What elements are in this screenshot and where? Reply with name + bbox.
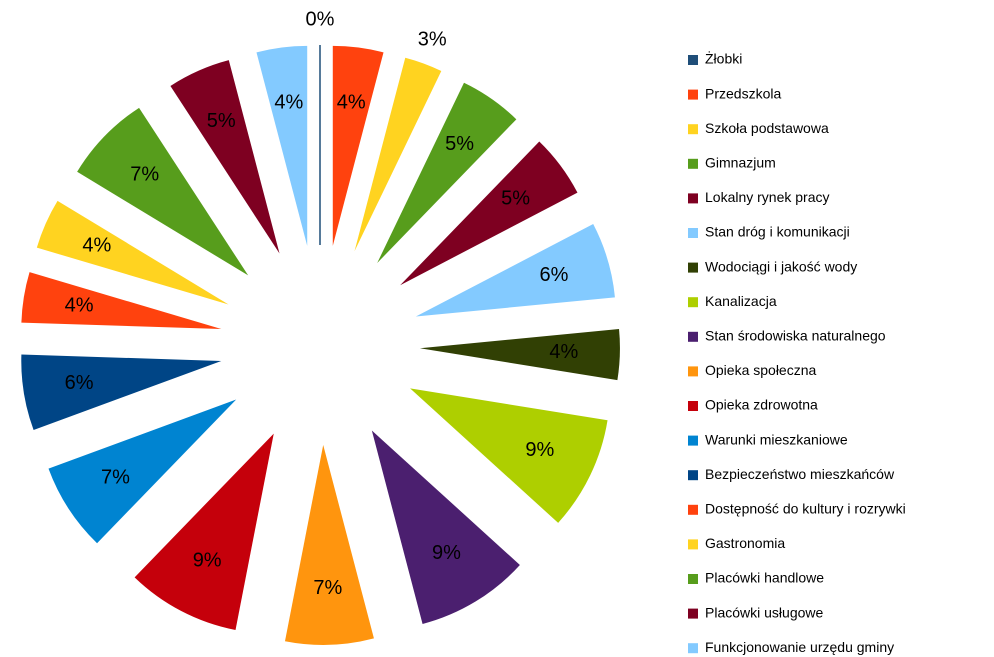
legend-label: Stan środowiska naturalnego bbox=[705, 328, 886, 344]
legend-label: Gastronomia bbox=[705, 535, 785, 551]
value-label: 9% bbox=[525, 439, 554, 461]
slice bbox=[410, 388, 608, 523]
legend-label: Warunki mieszkaniowe bbox=[705, 431, 848, 447]
value-label: 7% bbox=[313, 577, 342, 599]
legend-swatch bbox=[688, 124, 698, 135]
legend-label: Gimnazjum bbox=[705, 155, 776, 171]
value-label: 7% bbox=[130, 164, 159, 186]
legend-label: Przedszkola bbox=[705, 85, 781, 101]
value-label: 6% bbox=[539, 264, 568, 286]
legend-label: Szkoła podstawowa bbox=[705, 120, 829, 136]
slice bbox=[332, 45, 384, 246]
legend-label: Opieka społeczna bbox=[705, 362, 817, 378]
slice bbox=[48, 399, 237, 544]
slice bbox=[256, 45, 308, 246]
legend-label: Funkcjonowanie urzędu gminy bbox=[705, 639, 894, 655]
legend-swatch bbox=[688, 158, 698, 169]
legend-swatch bbox=[688, 401, 698, 411]
value-label: 5% bbox=[445, 133, 474, 155]
legend-swatch bbox=[688, 504, 698, 515]
slice bbox=[371, 430, 520, 624]
value-label: 4% bbox=[274, 91, 303, 113]
legend-label: Lokalny rynek pracy bbox=[705, 189, 830, 205]
legend-swatch bbox=[688, 193, 698, 204]
legend-label: Bezpieczeństwo mieszkańców bbox=[705, 466, 895, 482]
slice bbox=[354, 57, 442, 252]
slice bbox=[400, 141, 578, 286]
value-label: 4% bbox=[65, 294, 94, 316]
legend-label: Stan dróg i komunikacji bbox=[705, 224, 850, 240]
legend-swatch bbox=[688, 89, 698, 100]
legend-swatch bbox=[688, 574, 698, 584]
legend-label: Placówki usługowe bbox=[705, 604, 823, 620]
slice bbox=[77, 107, 249, 276]
legend-swatch bbox=[688, 608, 698, 619]
legend-label: Opieka zdrowotna bbox=[705, 397, 818, 413]
value-label: 9% bbox=[193, 550, 222, 572]
slice bbox=[21, 354, 222, 431]
legend-label: Placówki handlowe bbox=[705, 570, 824, 586]
slice bbox=[377, 82, 517, 263]
slice bbox=[170, 60, 280, 254]
legend-swatch bbox=[688, 435, 698, 446]
legend-swatch bbox=[688, 331, 698, 342]
slice bbox=[134, 433, 274, 630]
legend-swatch bbox=[688, 470, 698, 481]
legend-swatch bbox=[688, 55, 698, 65]
value-label: 6% bbox=[65, 372, 94, 394]
slice bbox=[419, 329, 620, 381]
value-label: 7% bbox=[101, 466, 130, 488]
legend-swatch bbox=[688, 228, 698, 238]
legend-swatch bbox=[688, 539, 698, 550]
legend-label: Dostępność do kultury i rozrywki bbox=[705, 501, 906, 517]
legend-swatch bbox=[688, 643, 698, 654]
slice bbox=[21, 272, 222, 330]
legend-swatch bbox=[688, 297, 698, 308]
legend-swatch bbox=[688, 366, 698, 377]
value-label: 5% bbox=[501, 187, 530, 209]
slice bbox=[284, 444, 374, 645]
value-label: 0% bbox=[306, 8, 335, 30]
legend-label: Żłobki bbox=[705, 50, 742, 67]
value-label: 4% bbox=[82, 235, 111, 257]
value-label: 4% bbox=[549, 341, 578, 363]
value-label: 5% bbox=[207, 110, 236, 132]
slice bbox=[415, 224, 615, 317]
value-label: 4% bbox=[337, 91, 366, 113]
slice bbox=[36, 200, 229, 305]
legend-label: Kanalizacja bbox=[705, 293, 777, 309]
value-label: 3% bbox=[418, 28, 447, 50]
value-label: 9% bbox=[432, 542, 461, 564]
legend-swatch bbox=[688, 262, 698, 273]
legend-label: Wodociągi i jakość wody bbox=[705, 258, 857, 274]
